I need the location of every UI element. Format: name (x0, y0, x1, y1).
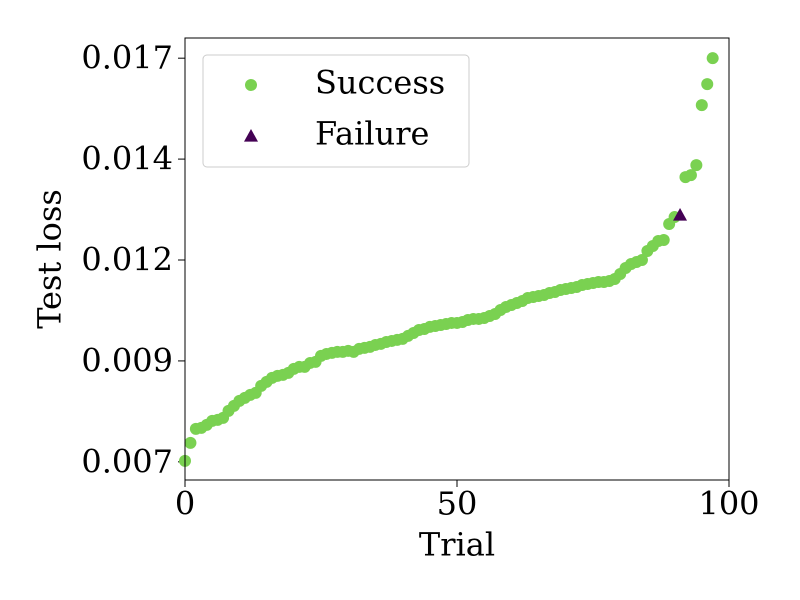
scatter-point (701, 78, 714, 91)
x-tick-label: 50 (437, 485, 478, 523)
y-tick-label: 0.007 (81, 442, 173, 480)
legend-box (202, 54, 470, 168)
scatter-point (635, 254, 648, 267)
legend-label: Success (315, 64, 445, 102)
y-tick-label: 0.012 (81, 241, 173, 279)
x-axis-label: Trial (419, 526, 495, 564)
scatter-point (706, 52, 719, 65)
scatter-point (695, 99, 708, 112)
y-axis-label: Test loss (31, 189, 69, 329)
x-tick-label: 100 (698, 485, 759, 523)
legend-marker (244, 129, 258, 142)
scatter-point (684, 169, 697, 182)
scatter-point (657, 234, 670, 247)
y-tick-label: 0.014 (81, 140, 173, 178)
y-tick-label: 0.009 (81, 341, 173, 379)
y-tick-label: 0.017 (81, 39, 173, 77)
scatter-point (184, 436, 197, 449)
legend-label: Failure (315, 115, 429, 153)
plot-frame (184, 37, 730, 481)
legend-marker (245, 79, 257, 91)
scatter-point (673, 208, 688, 221)
scatter-point (690, 159, 703, 172)
x-tick-label: 0 (175, 485, 195, 523)
